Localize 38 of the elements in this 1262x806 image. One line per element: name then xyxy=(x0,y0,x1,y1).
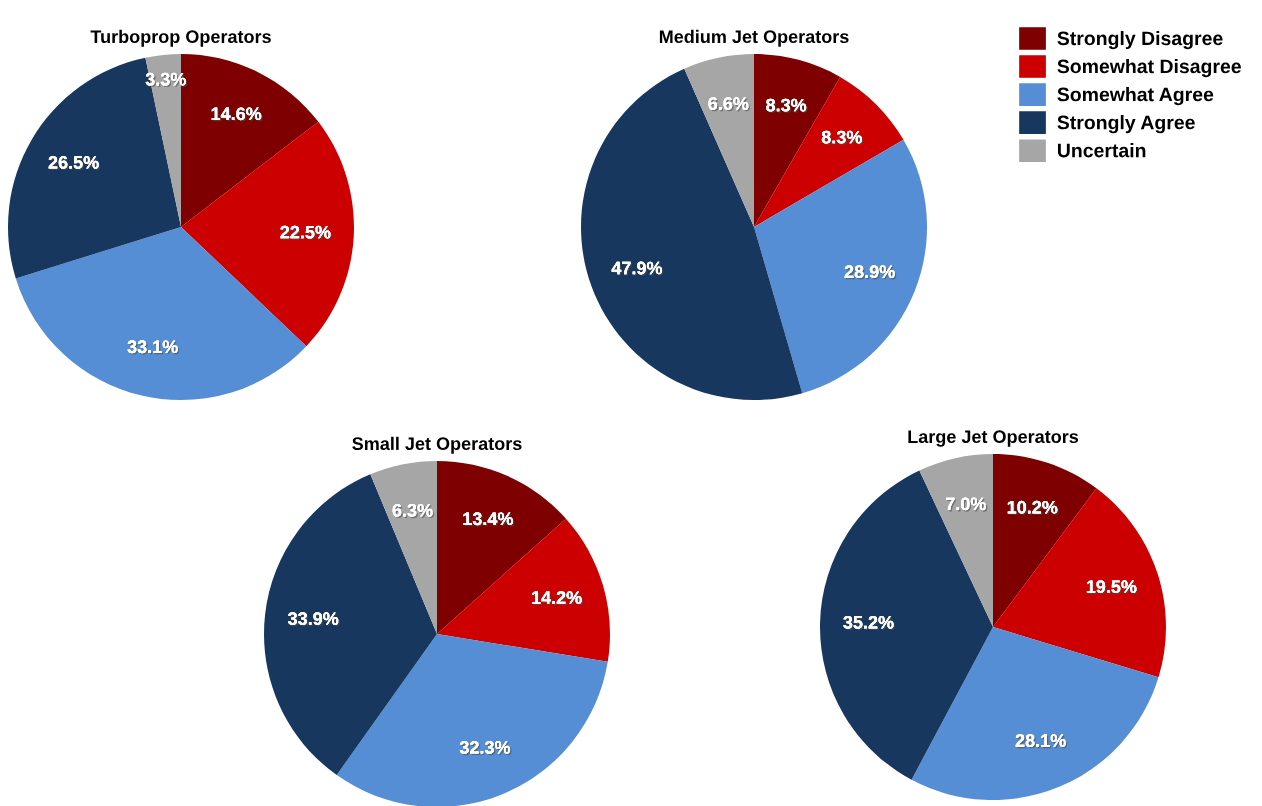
pie-slice xyxy=(911,627,1159,800)
chart-title: Small Jet Operators xyxy=(352,436,522,454)
pie-slice xyxy=(754,77,904,227)
chart-title: Medium Jet Operators xyxy=(659,29,849,47)
data-label: 47.9% xyxy=(611,261,664,276)
data-label: 14.6% xyxy=(211,107,263,122)
data-label: 10.2% xyxy=(1007,500,1059,516)
legend-label: Strongly Agree xyxy=(1057,115,1195,134)
pie-slice xyxy=(820,470,993,780)
legend-label: Strongly Disagree xyxy=(1057,30,1223,50)
data-label: 32.3% xyxy=(459,741,512,756)
pie-slice xyxy=(336,634,608,806)
data-label: 14.2% xyxy=(532,591,584,606)
data-label: 26.5% xyxy=(48,155,101,171)
pie-slice xyxy=(919,454,993,627)
data-label: 35.2% xyxy=(843,615,895,631)
data-label: 22.5% xyxy=(280,225,332,240)
pie-slice xyxy=(684,54,754,227)
data-label: 7.0% xyxy=(946,497,988,512)
legend-label: Uncertain xyxy=(1057,143,1146,158)
legend-label: Somewhat Disagree xyxy=(1057,58,1241,78)
data-label: 8.3% xyxy=(821,130,864,145)
pie-slice xyxy=(370,461,437,634)
data-label: 8.3% xyxy=(766,98,808,113)
data-label: 19.5% xyxy=(1086,580,1138,595)
pie-slice xyxy=(993,488,1166,678)
data-label: 6.6% xyxy=(708,97,750,112)
data-label: 33.9% xyxy=(288,612,340,627)
data-label: 6.3% xyxy=(392,503,435,519)
pie-slice xyxy=(264,474,437,775)
pie-slice xyxy=(181,121,354,347)
legend-label: Somewhat Agree xyxy=(1057,87,1214,106)
chart-title: Turboprop Operators xyxy=(90,29,271,47)
data-label: 28.9% xyxy=(844,265,897,280)
data-label: 28.1% xyxy=(1015,734,1068,749)
chart-title: Large Jet Operators xyxy=(908,430,1079,447)
data-label: 13.4% xyxy=(463,512,515,527)
data-label: 33.1% xyxy=(127,340,180,355)
